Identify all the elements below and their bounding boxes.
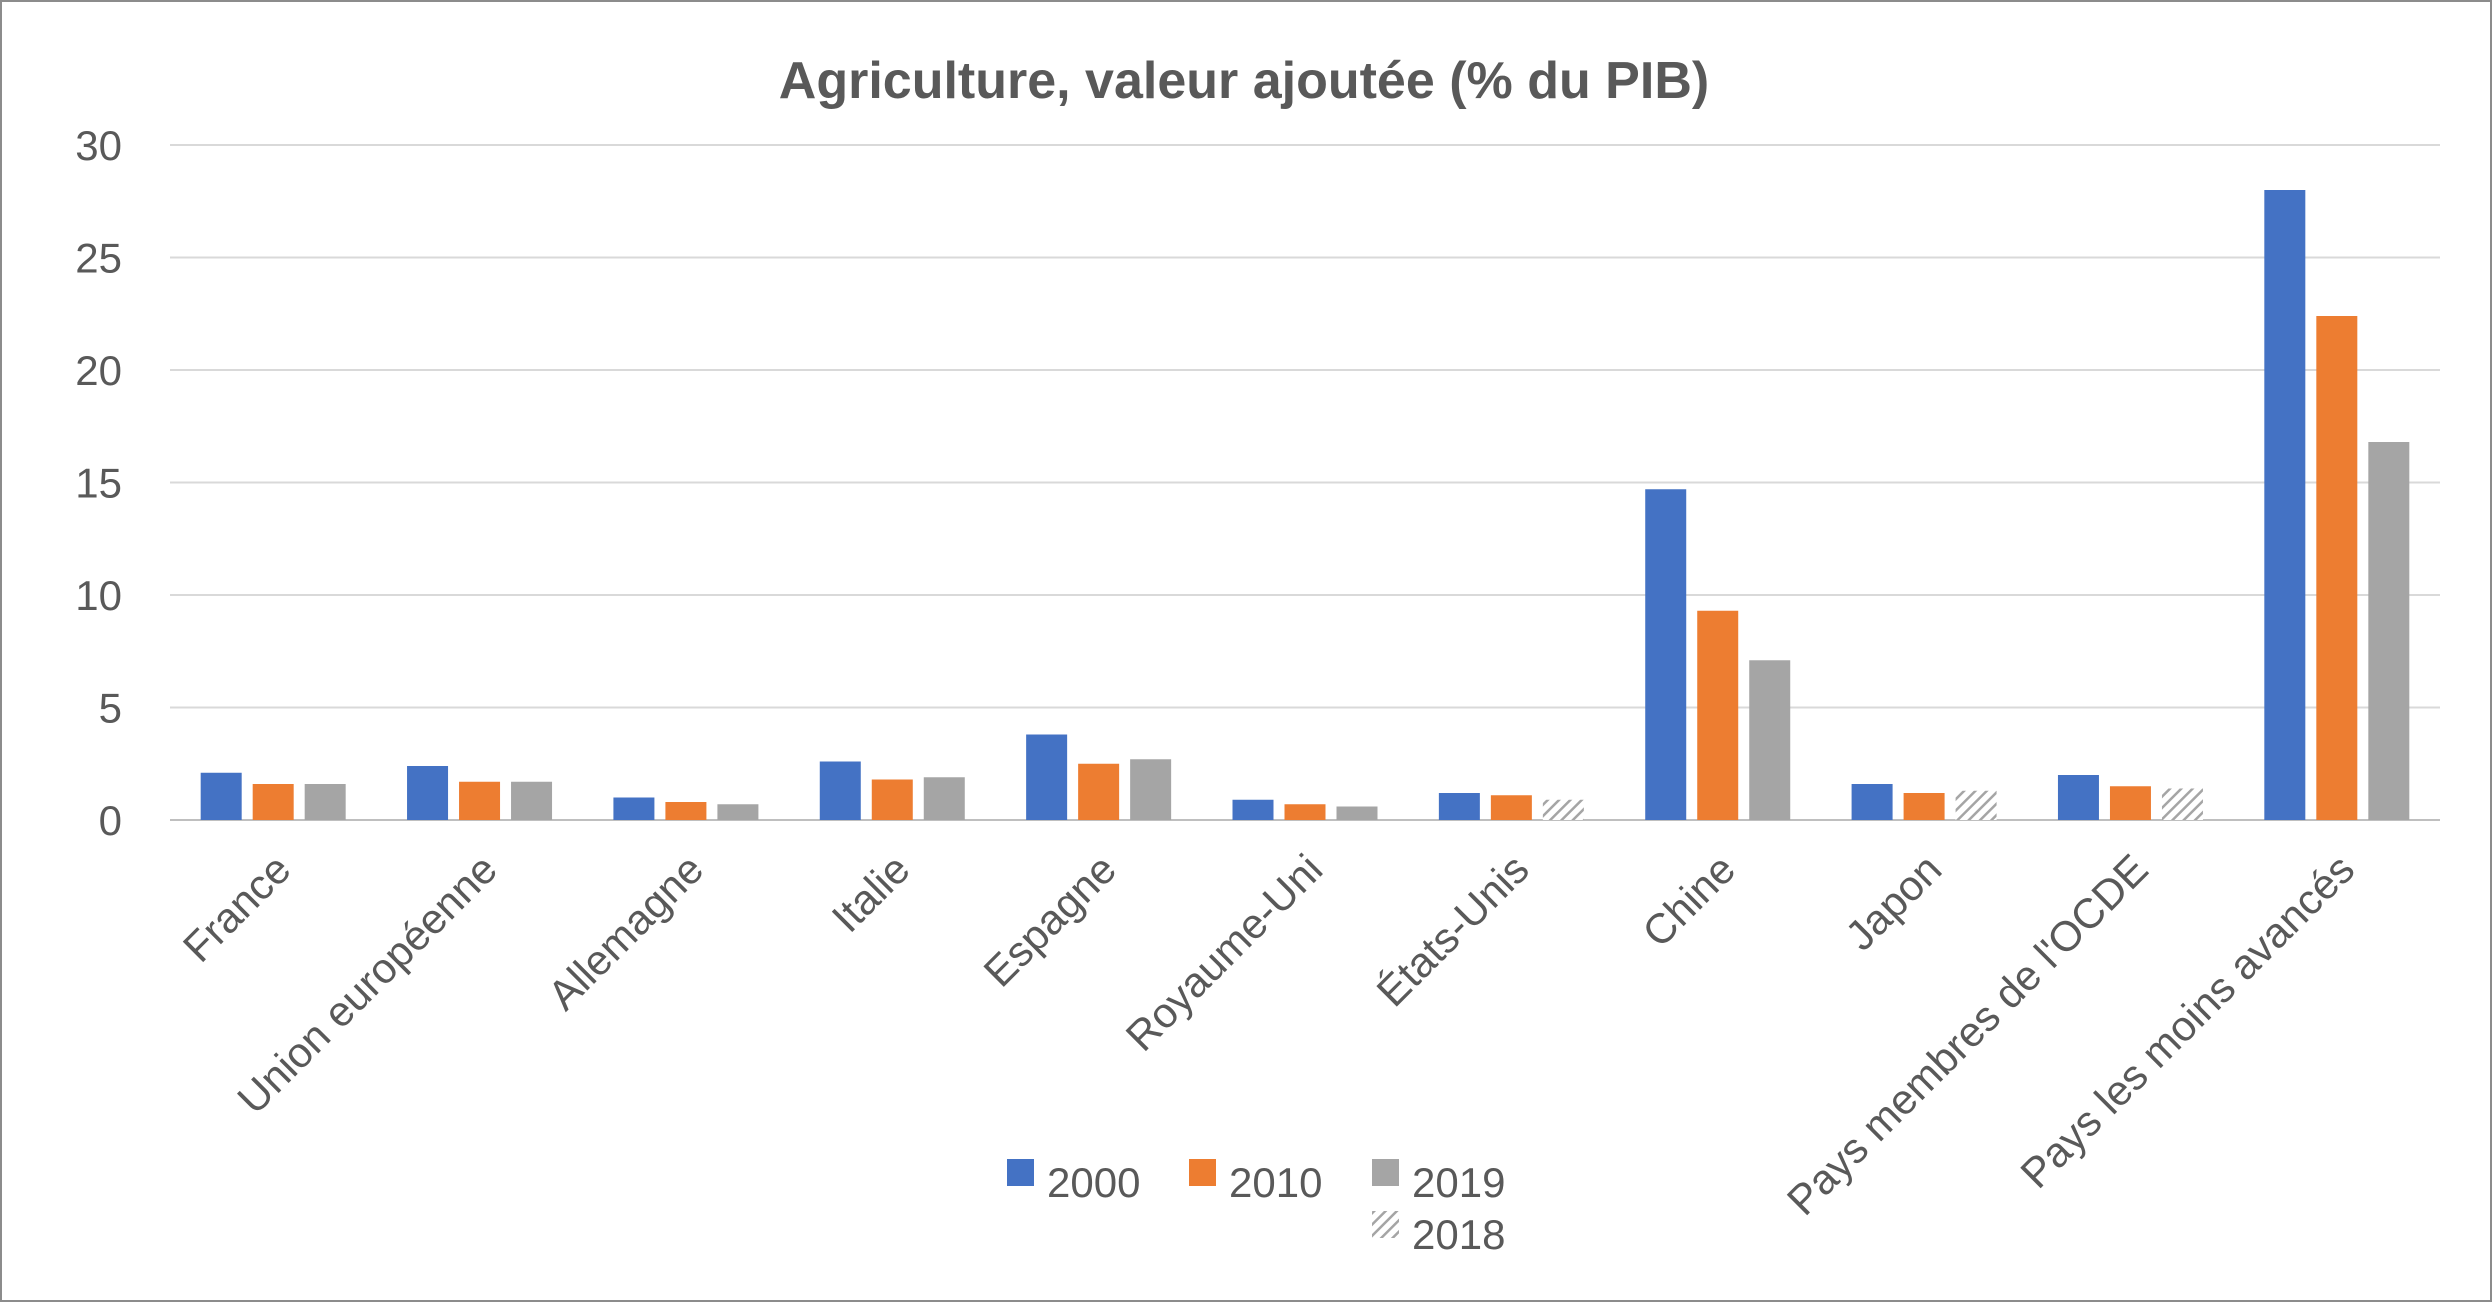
x-tick-label: Chine: [1633, 845, 1744, 956]
bar-2019: [304, 784, 346, 820]
x-tick-label: Pays les moins avancés: [2011, 845, 2363, 1197]
legend-swatch: [1372, 1159, 1399, 1186]
bar-2000: [2057, 775, 2099, 820]
legend-label: 2018: [1412, 1211, 1505, 1258]
y-axis-ticks: 0 5 10 15 20 25 30: [75, 122, 122, 844]
bar-2018: [2161, 788, 2203, 820]
legend-swatch: [1372, 1211, 1399, 1238]
x-tick-label: Italie: [823, 845, 919, 941]
bar-2019: [511, 781, 553, 820]
bar-2010: [1490, 795, 1532, 820]
legend-label: 2010: [1229, 1159, 1322, 1206]
legend: 2000 2010 2019 2018: [1007, 1159, 1505, 1258]
bar-2018: [1955, 790, 1997, 820]
bar-2000: [613, 797, 655, 820]
y-tick-label: 20: [75, 347, 122, 394]
y-tick-label: 25: [75, 235, 122, 282]
bar-2000: [1645, 489, 1687, 820]
legend-label: 2000: [1047, 1159, 1140, 1206]
bar-2010: [1284, 804, 1326, 820]
bar-2010: [871, 779, 913, 820]
bar-2010: [2109, 786, 2151, 820]
y-tick-label: 30: [75, 122, 122, 169]
bar-2010: [1078, 763, 1120, 820]
bar-2000: [1232, 799, 1274, 820]
bar-2000: [1438, 793, 1480, 820]
bar-2010: [665, 802, 707, 820]
x-tick-label: Royaume-Uni: [1117, 845, 1332, 1060]
bar-2010: [1903, 793, 1945, 820]
legend-label: 2019: [1412, 1159, 1505, 1206]
bar-2000: [407, 766, 449, 820]
bar-2000: [200, 772, 242, 820]
y-tick-label: 5: [99, 685, 122, 732]
chart-title: Agriculture, valeur ajoutée (% du PIB): [779, 52, 1709, 110]
bar-2010: [2316, 316, 2358, 820]
legend-swatch: [1189, 1159, 1216, 1186]
bars: [200, 190, 2410, 820]
x-tick-label: États-Unis: [1368, 845, 1538, 1015]
bar-2010: [1697, 610, 1739, 820]
y-tick-label: 0: [99, 797, 122, 844]
legend-swatch: [1007, 1159, 1034, 1186]
bar-2000: [2264, 190, 2306, 820]
bar-2019: [717, 804, 759, 820]
x-tick-label: Japon: [1836, 845, 1950, 959]
x-tick-label: Espagne: [975, 845, 1125, 995]
bar-2019: [923, 777, 965, 820]
bar-2010: [252, 784, 294, 820]
x-tick-label: Pays membres de l'OCDE: [1778, 845, 2157, 1224]
bar-2019: [1336, 806, 1378, 820]
bar-2019: [1130, 759, 1172, 820]
bar-2000: [1026, 734, 1068, 820]
bar-2010: [459, 781, 501, 820]
x-tick-label: France: [174, 845, 300, 971]
bar-2019: [1749, 660, 1791, 820]
bar-2018: [1542, 799, 1584, 820]
gridlines: [170, 144, 2440, 821]
y-tick-label: 15: [75, 460, 122, 507]
x-tick-label: Allemagne: [539, 845, 713, 1019]
bar-2019: [2368, 442, 2410, 820]
y-tick-label: 10: [75, 572, 122, 619]
bar-2000: [819, 761, 861, 820]
bar-2000: [1851, 784, 1893, 820]
